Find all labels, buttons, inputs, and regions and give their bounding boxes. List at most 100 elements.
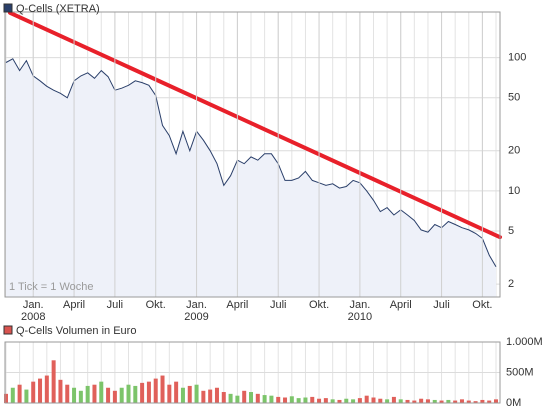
trend-line — [8, 10, 502, 240]
volume-bar — [4, 393, 8, 403]
volume-bar — [119, 387, 124, 403]
volume-bar — [412, 400, 417, 403]
x-tick-label: Juli — [433, 299, 450, 311]
volume-bar — [289, 396, 294, 403]
volume-bar — [235, 395, 240, 403]
volume-bar — [228, 393, 233, 403]
volume-bar — [208, 389, 213, 403]
volume-bar — [242, 390, 247, 403]
x-tick-label: April — [63, 299, 86, 311]
volume-bar — [269, 395, 274, 403]
annotation: 1 Tick = 1 Woche — [9, 281, 93, 293]
volume-bar — [453, 400, 458, 403]
x-tick-label: Okt. — [145, 299, 166, 311]
y-tick-label: 10 — [508, 185, 520, 197]
volume-bar — [432, 399, 437, 403]
volume-bar — [473, 401, 478, 403]
volume-bar — [446, 399, 451, 403]
price-line — [5, 58, 497, 267]
x-tick-label: Okt. — [308, 299, 330, 311]
volume-bar — [378, 398, 383, 403]
volume-bar — [330, 399, 335, 403]
x-tick-label: Jan. 2010 — [347, 299, 373, 323]
volume-bar — [276, 396, 281, 403]
legend-swatch — [3, 325, 13, 335]
volume-bar — [194, 384, 199, 403]
volume-bar — [262, 395, 267, 403]
volume-bar — [38, 378, 43, 403]
volume-bar — [24, 389, 29, 403]
y-tick-label: 100 — [508, 52, 526, 64]
volume-bar — [146, 381, 151, 403]
volume-bar — [296, 398, 301, 403]
volume-bar — [160, 375, 165, 403]
volume-bar — [249, 392, 253, 403]
volume-bar — [201, 390, 206, 403]
volume-bar — [167, 384, 172, 403]
volume-bar — [44, 375, 49, 403]
volume-bar — [17, 384, 22, 403]
volume-bar — [92, 384, 97, 403]
plot-border — [4, 11, 501, 298]
volume-bar — [439, 400, 444, 403]
volume-bar — [391, 396, 396, 403]
volume-bar — [303, 397, 308, 403]
volume-bar — [398, 399, 403, 403]
volume-bar — [180, 387, 185, 403]
x-tick-label: April — [226, 299, 249, 311]
volume-bar — [255, 393, 260, 403]
volume-bar — [187, 385, 192, 403]
y-tick-label: 20 — [508, 145, 520, 157]
volume-bar — [221, 392, 226, 403]
volume-bar — [31, 381, 36, 403]
volume-bar — [310, 396, 315, 403]
volume-bar — [140, 382, 145, 403]
volume-bar — [385, 399, 390, 403]
volume-bar — [351, 399, 356, 403]
volume-bar — [78, 390, 83, 403]
legend-label: Q-Cells Volumen in Euro — [16, 325, 136, 337]
x-tick-label: Jan. 2009 — [184, 299, 209, 323]
volume-bar — [99, 381, 104, 403]
y-tick-label: 2 — [508, 278, 514, 290]
volume-bar — [371, 397, 376, 403]
volume-bar — [419, 398, 424, 403]
volume-bar — [10, 387, 15, 403]
volume-bar — [357, 398, 362, 403]
x-tick-label: Juli — [106, 299, 124, 311]
volume-bar — [51, 360, 56, 403]
volume-bar — [214, 387, 219, 403]
volume-bar — [174, 381, 179, 403]
volume-bar — [344, 398, 349, 403]
volume-bar — [337, 399, 342, 403]
volume-bar — [283, 397, 288, 403]
volume-bar — [153, 378, 158, 403]
price-area — [6, 58, 496, 297]
legend-swatch — [3, 3, 13, 13]
volume-bar — [405, 399, 410, 403]
volume-bar — [466, 400, 471, 403]
y-tick-label: 0M — [506, 397, 521, 409]
x-tick-label: April — [389, 299, 412, 311]
volume-bar — [494, 399, 498, 403]
y-tick-label: 5 — [508, 225, 514, 237]
volume-bar — [106, 387, 111, 403]
volume-bar — [72, 387, 77, 403]
plot-border — [4, 341, 501, 404]
volume-bar — [126, 384, 131, 403]
volume-bar — [487, 400, 492, 403]
volume-bar — [85, 385, 90, 403]
volume-bar — [364, 395, 369, 403]
volume-bar — [317, 398, 322, 403]
y-tick-label: 50 — [508, 92, 520, 104]
volume-bar — [425, 399, 430, 403]
volume-bar — [480, 399, 485, 403]
volume-bar — [112, 390, 117, 403]
x-tick-label: Juli — [269, 299, 287, 311]
volume-bar — [65, 384, 70, 403]
volume-bar — [58, 379, 63, 403]
volume-bar — [459, 399, 464, 403]
x-tick-label: Jan. 2008 — [20, 299, 46, 323]
